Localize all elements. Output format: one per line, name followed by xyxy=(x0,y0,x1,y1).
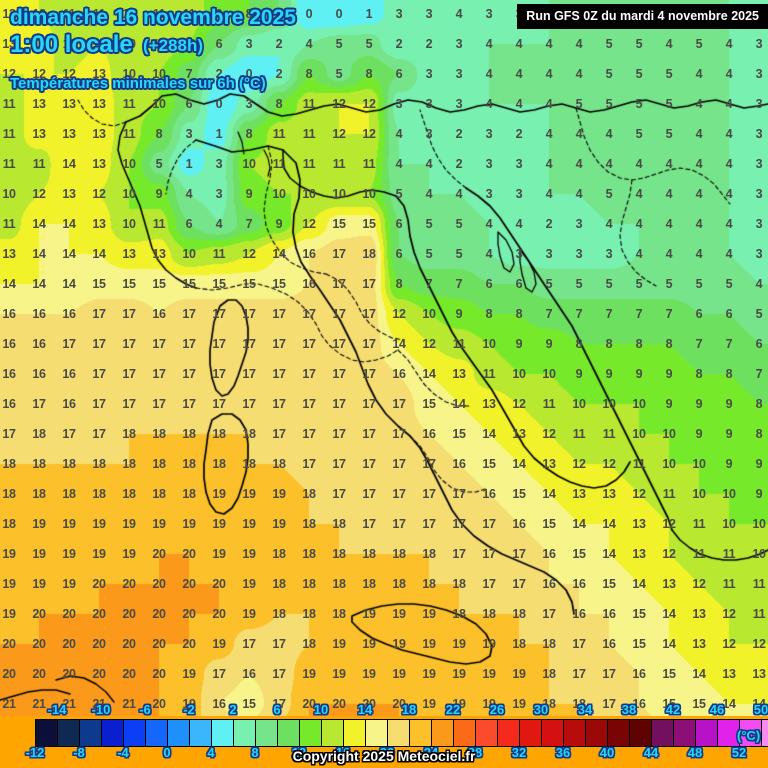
legend-tick: -10 xyxy=(91,702,111,717)
legend-tick: 10 xyxy=(313,702,329,717)
legend-tick: 34 xyxy=(577,702,593,717)
color-swatch[interactable] xyxy=(366,720,388,746)
color-swatch[interactable] xyxy=(696,720,718,746)
color-swatch[interactable] xyxy=(652,720,674,746)
legend-tick: 48 xyxy=(687,745,703,760)
legend-tick: 30 xyxy=(533,702,549,717)
legend-tick: 26 xyxy=(489,702,505,717)
legend-tick: 2 xyxy=(229,702,237,717)
color-swatch[interactable] xyxy=(476,720,498,746)
temperature-map[interactable]: 1312111112111198600133433444454431313111… xyxy=(0,0,768,716)
color-swatch[interactable] xyxy=(168,720,190,746)
legend-tick: 36 xyxy=(555,745,571,760)
color-swatch[interactable] xyxy=(102,720,124,746)
legend-tick: 28 xyxy=(467,745,483,760)
color-swatch[interactable] xyxy=(278,720,300,746)
color-swatch[interactable] xyxy=(124,720,146,746)
color-swatch[interactable] xyxy=(630,720,652,746)
legend-tick: -14 xyxy=(47,702,67,717)
color-swatch[interactable] xyxy=(564,720,586,746)
color-swatch[interactable] xyxy=(542,720,564,746)
legend-tick: 40 xyxy=(599,745,615,760)
temperature-unit-label: (°C) xyxy=(737,728,761,743)
legend-tick: -2 xyxy=(183,702,195,717)
legend-tick: 22 xyxy=(445,702,461,717)
legend-tick: 8 xyxy=(251,745,259,760)
legend-tick: -4 xyxy=(117,745,129,760)
color-swatch[interactable] xyxy=(190,720,212,746)
legend-tick: 18 xyxy=(401,702,417,717)
forecast-date-label: dimanche 16 novembre 2025 xyxy=(10,6,296,29)
legend-tick: 50 xyxy=(753,702,768,717)
color-swatch[interactable] xyxy=(718,720,740,746)
color-swatch[interactable] xyxy=(454,720,476,746)
forecast-time-label: 1:00 locale xyxy=(10,31,133,58)
legend-tick: -12 xyxy=(25,745,45,760)
legend-tick: 24 xyxy=(423,745,439,760)
forecast-lead-time-label: (+288h) xyxy=(143,36,203,55)
color-swatch[interactable] xyxy=(234,720,256,746)
color-swatch[interactable] xyxy=(322,720,344,746)
model-run-label: Run GFS 0Z du mardi 4 novembre 2025 xyxy=(526,9,759,23)
legend-tick: -8 xyxy=(73,745,85,760)
color-swatch[interactable] xyxy=(608,720,630,746)
color-swatch[interactable] xyxy=(344,720,366,746)
legend-tick: 46 xyxy=(709,702,725,717)
legend-tick: 52 xyxy=(731,745,747,760)
legend-tick: 12 xyxy=(291,745,307,760)
legend-tick: 42 xyxy=(665,702,681,717)
color-swatch[interactable] xyxy=(58,720,80,746)
legend-tick: 16 xyxy=(335,745,351,760)
color-swatch[interactable] xyxy=(740,720,762,746)
legend-tick: 20 xyxy=(379,745,395,760)
forecast-parameter-label: Températures minimales sur 6h (°C) xyxy=(10,75,266,92)
legend-tick: 4 xyxy=(207,745,215,760)
color-swatch[interactable] xyxy=(300,720,322,746)
color-swatch[interactable] xyxy=(498,720,520,746)
map-canvas[interactable] xyxy=(0,0,768,716)
color-swatch[interactable] xyxy=(388,720,410,746)
legend-tick: 38 xyxy=(621,702,637,717)
model-run-banner: Run GFS 0Z du mardi 4 novembre 2025 xyxy=(517,4,768,29)
legend-tick: 32 xyxy=(511,745,527,760)
legend-tick: 6 xyxy=(273,702,281,717)
color-swatch[interactable] xyxy=(256,720,278,746)
legend-tick: 44 xyxy=(643,745,659,760)
color-swatch[interactable] xyxy=(586,720,608,746)
color-swatch[interactable] xyxy=(410,720,432,746)
color-swatch[interactable] xyxy=(674,720,696,746)
color-swatch[interactable] xyxy=(212,720,234,746)
copyright-label: Copyright 2025 Meteociel.fr xyxy=(292,748,476,764)
color-swatch[interactable] xyxy=(36,720,58,746)
color-swatch[interactable] xyxy=(762,720,768,746)
legend-tick: -6 xyxy=(139,702,151,717)
color-swatch[interactable] xyxy=(520,720,542,746)
color-swatch[interactable] xyxy=(80,720,102,746)
color-scale-strip[interactable] xyxy=(35,719,768,747)
color-swatch[interactable] xyxy=(146,720,168,746)
legend-tick: 0 xyxy=(163,745,171,760)
legend-tick: 14 xyxy=(357,702,373,717)
color-scale-legend: (°C) -14 -10 -6 -2 2 6 10 14 18 22 26 30 34 38 42 46 50-… xyxy=(0,700,768,768)
color-swatch[interactable] xyxy=(432,720,454,746)
